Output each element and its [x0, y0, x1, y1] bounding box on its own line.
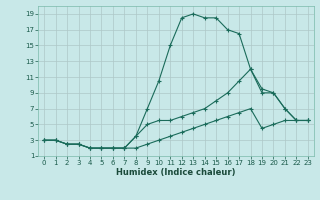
- X-axis label: Humidex (Indice chaleur): Humidex (Indice chaleur): [116, 168, 236, 177]
